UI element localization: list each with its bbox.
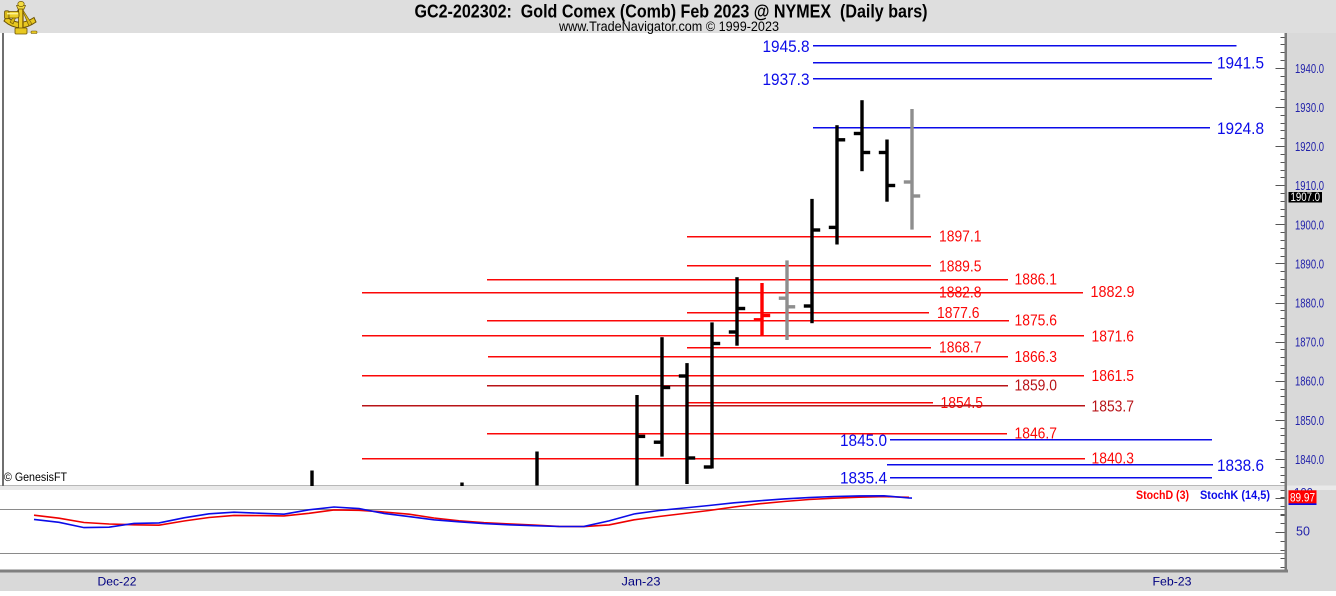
svg-text:Jan-23: Jan-23 (622, 575, 661, 589)
svg-text:1861.5: 1861.5 (1092, 368, 1135, 385)
svg-text:50: 50 (1296, 525, 1310, 539)
svg-text:GC2-202302: Gold Comex (Comb): GC2-202302: Gold Comex (Comb) Feb 2023 @… (415, 2, 928, 22)
svg-text:1924.8: 1924.8 (1217, 119, 1264, 138)
svg-text:1897.1: 1897.1 (939, 229, 982, 246)
svg-text:1845.0: 1845.0 (840, 431, 887, 450)
svg-text:1840.0: 1840.0 (1295, 452, 1324, 467)
svg-text:1886.1: 1886.1 (1015, 272, 1058, 289)
svg-text:Feb-23: Feb-23 (1153, 575, 1192, 589)
svg-text:1940.0: 1940.0 (1295, 61, 1324, 76)
svg-text:1866.3: 1866.3 (1015, 349, 1058, 366)
svg-text:1890.0: 1890.0 (1295, 256, 1324, 271)
svg-text:1880.0: 1880.0 (1295, 296, 1324, 311)
svg-text:1838.6: 1838.6 (1217, 456, 1264, 475)
svg-text:StochD (3): StochD (3) (1136, 488, 1189, 502)
svg-text:1941.5: 1941.5 (1217, 54, 1264, 73)
svg-text:1945.8: 1945.8 (763, 37, 810, 56)
svg-text:1835.4: 1835.4 (840, 469, 887, 488)
svg-text:1840.3: 1840.3 (1092, 451, 1135, 468)
svg-text:1846.7: 1846.7 (1015, 426, 1058, 443)
svg-text:1900.0: 1900.0 (1295, 217, 1324, 232)
svg-text:1868.7: 1868.7 (939, 340, 982, 357)
svg-text:1910.0: 1910.0 (1295, 178, 1324, 193)
svg-text:1920.0: 1920.0 (1295, 139, 1324, 154)
svg-text:1889.5: 1889.5 (939, 258, 982, 275)
svg-text:1875.6: 1875.6 (1015, 313, 1058, 330)
svg-text:1877.6: 1877.6 (937, 305, 980, 322)
svg-text:1859.0: 1859.0 (1015, 378, 1058, 395)
svg-text:© GenesisFT: © GenesisFT (4, 472, 67, 484)
svg-text:StochK (14,5): StochK (14,5) (1200, 488, 1270, 502)
svg-text:1850.0: 1850.0 (1295, 413, 1324, 428)
svg-text:1853.7: 1853.7 (1092, 398, 1135, 415)
svg-text:1907.0: 1907.0 (1291, 192, 1321, 204)
svg-text:1870.0: 1870.0 (1295, 335, 1324, 350)
svg-text:1860.0: 1860.0 (1295, 374, 1324, 389)
svg-text:1854.5: 1854.5 (941, 395, 984, 412)
svg-text:www.TradeNavigator.com © 1999-: www.TradeNavigator.com © 1999-2023 (558, 19, 779, 34)
svg-text:1930.0: 1930.0 (1295, 100, 1324, 115)
svg-text:1871.6: 1871.6 (1092, 328, 1135, 345)
svg-text:89.97: 89.97 (1290, 492, 1315, 504)
svg-text:1937.3: 1937.3 (763, 70, 810, 89)
svg-text:Dec-22: Dec-22 (98, 575, 137, 589)
svg-text:1882.9: 1882.9 (1091, 284, 1135, 301)
